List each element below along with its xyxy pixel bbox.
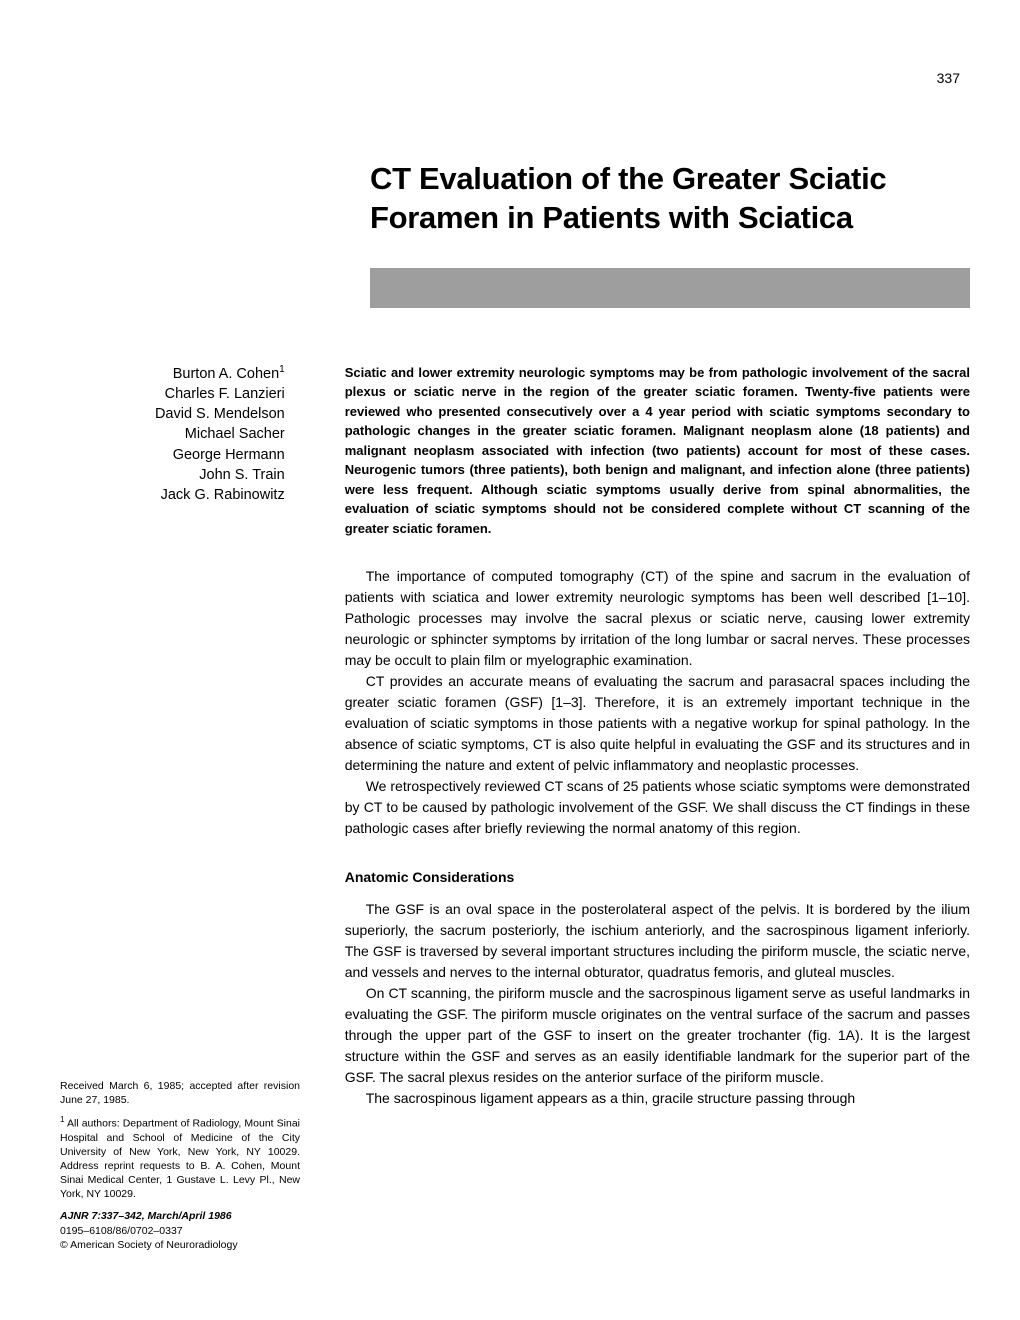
author-sup: 1: [279, 364, 285, 375]
footnote-received: Received March 6, 1985; accepted after r…: [60, 1079, 300, 1107]
article-title: CT Evaluation of the Greater Sciatic For…: [370, 160, 970, 238]
body-paragraph: The GSF is an oval space in the posterol…: [345, 899, 970, 983]
body-paragraph: We retrospectively reviewed CT scans of …: [345, 776, 970, 839]
body-paragraph: The importance of computed tomography (C…: [345, 566, 970, 671]
content-row: Burton A. Cohen1 Charles F. Lanzieri Dav…: [60, 363, 970, 1110]
author: George Hermann: [60, 445, 285, 465]
abstract: Sciatic and lower extremity neurologic s…: [345, 363, 970, 539]
body-paragraph: On CT scanning, the piriform muscle and …: [345, 983, 970, 1088]
author: Michael Sacher: [60, 424, 285, 444]
footnotes: Received March 6, 1985; accepted after r…: [60, 1079, 300, 1260]
author: John S. Train: [60, 465, 285, 485]
decorative-bar: [370, 268, 970, 308]
body-block: The importance of computed tomography (C…: [345, 566, 970, 839]
body-paragraph: The sacrospinous ligament appears as a t…: [345, 1088, 970, 1109]
body-paragraph: CT provides an accurate means of evaluat…: [345, 671, 970, 776]
author: Charles F. Lanzieri: [60, 384, 285, 404]
author: Jack G. Rabinowitz: [60, 485, 285, 505]
main-column: Sciatic and lower extremity neurologic s…: [345, 363, 970, 1110]
section-heading: Anatomic Considerations: [345, 869, 970, 885]
footnote-citation: AJNR 7:337–342, March/April 1986 0195–61…: [60, 1209, 300, 1252]
author-list: Burton A. Cohen1 Charles F. Lanzieri Dav…: [60, 363, 305, 1110]
author: David S. Mendelson: [60, 404, 285, 424]
page-number: 337: [937, 70, 960, 86]
footnote-affiliation: 1 All authors: Department of Radiology, …: [60, 1115, 300, 1202]
author: Burton A. Cohen1: [60, 363, 285, 384]
